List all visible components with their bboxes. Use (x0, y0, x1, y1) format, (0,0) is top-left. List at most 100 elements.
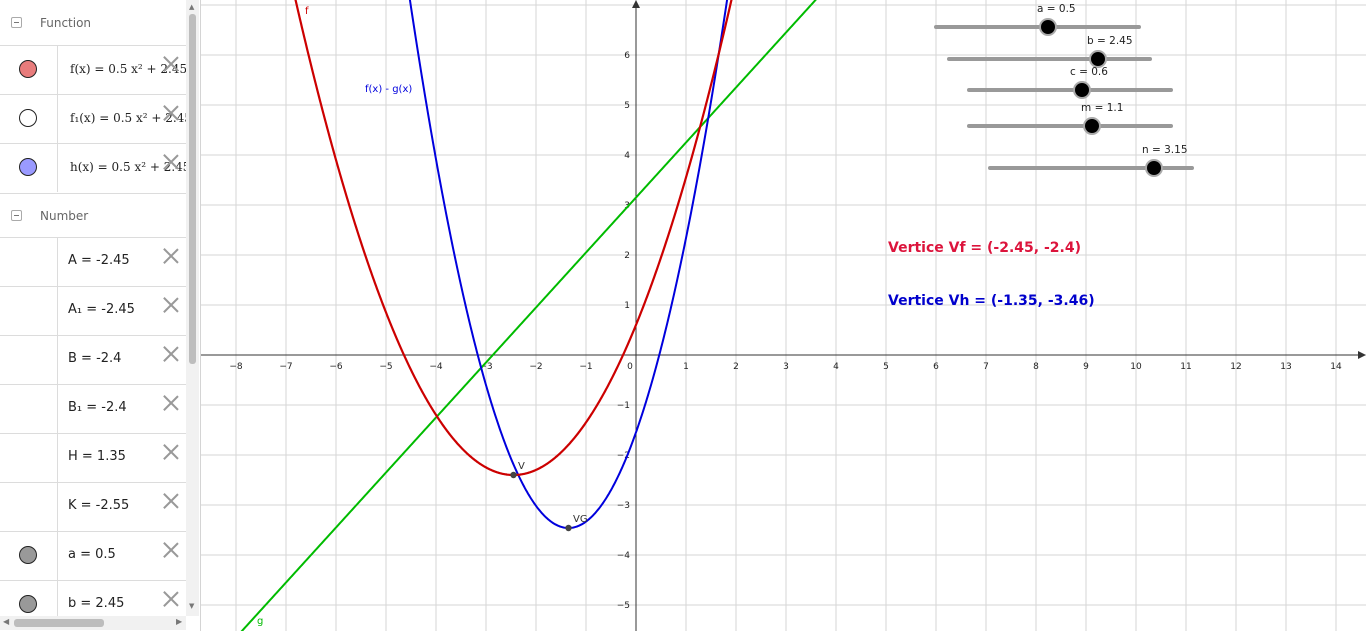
delete-icon[interactable] (162, 541, 180, 559)
delete-icon[interactable] (162, 104, 180, 122)
x-tick-labels: −8 −7 −6 −5 −4 −3 −2 −1 0 1 2 3 4 5 6 7 8 9 10 11 12 13 14 (229, 362, 1342, 372)
algebra-expression[interactable]: b = 2.45 (68, 596, 125, 611)
algebra-row-K[interactable]: K = -2.55 (0, 482, 186, 531)
slider-label-n: n = 3.15 (1142, 144, 1188, 156)
scroll-left-icon[interactable]: ◀ (3, 617, 10, 626)
x-tick-label: 0 (627, 362, 633, 372)
vertex-f-text[interactable]: Vertice Vf = (-2.45, -2.4) (888, 240, 1081, 256)
slider-handle[interactable] (1083, 117, 1101, 135)
algebra-row-B1[interactable]: B₁ = -2.4 (0, 384, 186, 433)
algebra-expression[interactable]: A₁ = -2.45 (68, 302, 135, 317)
curve-f[interactable] (292, 0, 735, 477)
algebra-row-b[interactable]: b = 2.45 (0, 580, 186, 616)
x-tick-label: −7 (279, 362, 292, 372)
group-header-function[interactable]: Function (0, 1, 186, 45)
scroll-down-icon[interactable]: ▼ (189, 602, 195, 610)
scrollbar-thumb[interactable] (189, 14, 196, 364)
slider-handle[interactable] (1073, 81, 1091, 99)
slider-handle[interactable] (1089, 50, 1107, 68)
algebra-row-f[interactable]: f(x) = 0.5 x² + 2.45 (0, 45, 186, 94)
slider-m[interactable]: m = 1.1 (967, 102, 1173, 135)
slider-label-b: b = 2.45 (1087, 35, 1133, 47)
axes (201, 0, 1366, 631)
y-tick-label: −1 (617, 401, 630, 411)
y-tick-label: 6 (624, 51, 630, 61)
slider-label-a: a = 0.5 (1037, 3, 1076, 15)
x-tick-label: 5 (883, 362, 889, 372)
x-tick-label: 7 (983, 362, 989, 372)
x-tick-label: 12 (1230, 362, 1241, 372)
slider-b[interactable]: b = 2.45 (947, 35, 1152, 68)
delete-icon[interactable] (162, 492, 180, 510)
algebra-expression[interactable]: h(x) = 0.5 x² + 2.45 (70, 160, 186, 174)
vertex-h-text[interactable]: Vertice Vh = (-1.35, -3.46) (888, 293, 1095, 309)
x-tick-label: 11 (1180, 362, 1191, 372)
x-tick-label: −2 (529, 362, 542, 372)
x-axis-arrow-icon (1358, 351, 1366, 359)
delete-icon[interactable] (162, 153, 180, 171)
slider-label-c: c = 0.6 (1070, 66, 1108, 78)
x-tick-label: −5 (379, 362, 392, 372)
graph-canvas[interactable]: −8 −7 −6 −5 −4 −3 −2 −1 0 1 2 3 4 5 6 7 8 9 10 11 12 13 14 123… (201, 0, 1366, 631)
curve-f-minus-g[interactable] (407, 0, 730, 529)
y-tick-label: −2 (617, 451, 630, 461)
algebra-row-A1[interactable]: A₁ = -2.45 (0, 286, 186, 335)
collapse-icon[interactable] (11, 210, 22, 221)
vertex-point-vg[interactable] (565, 524, 572, 532)
algebra-row-H[interactable]: H = 1.35 (0, 433, 186, 482)
vertex-label-vg: VG (573, 514, 588, 525)
visibility-toggle-icon[interactable] (19, 546, 37, 564)
algebra-expression[interactable]: B = -2.4 (68, 351, 122, 366)
algebra-row-h[interactable]: h(x) = 0.5 x² + 2.45 (0, 143, 186, 192)
group-label-function: Function (40, 16, 92, 30)
delete-icon[interactable] (162, 296, 180, 314)
algebra-expression[interactable]: H = 1.35 (68, 449, 126, 464)
vertex-point-v[interactable] (510, 471, 517, 479)
group-header-number[interactable]: Number (0, 193, 186, 237)
x-tick-label: −6 (329, 362, 343, 372)
line-g[interactable] (224, 0, 833, 631)
delete-icon[interactable] (162, 443, 180, 461)
scrollbar-thumb[interactable] (14, 619, 104, 627)
visibility-toggle-icon[interactable] (19, 60, 37, 78)
x-tick-label: −4 (429, 362, 443, 372)
label-f: f (305, 6, 309, 17)
scroll-right-icon[interactable]: ▶ (176, 617, 183, 626)
x-tick-label: 2 (733, 362, 739, 372)
algebra-row-f1[interactable]: f₁(x) = 0.5 x² + 2.45 (0, 94, 186, 143)
x-tick-label: −8 (229, 362, 243, 372)
x-tick-label: 6 (933, 362, 939, 372)
visibility-toggle-icon[interactable] (19, 109, 37, 127)
x-tick-label: 3 (783, 362, 789, 372)
x-tick-label: 4 (833, 362, 839, 372)
algebra-row-B[interactable]: B = -2.4 (0, 335, 186, 384)
algebra-expression[interactable]: a = 0.5 (68, 547, 116, 562)
algebra-row-a[interactable]: a = 0.5 (0, 531, 186, 580)
slider-c[interactable]: c = 0.6 (967, 66, 1173, 99)
algebra-expression[interactable]: A = -2.45 (68, 253, 130, 268)
slider-handle[interactable] (1039, 18, 1057, 36)
delete-icon[interactable] (162, 55, 180, 73)
algebra-expression[interactable]: K = -2.55 (68, 498, 130, 513)
algebra-expression[interactable]: f₁(x) = 0.5 x² + 2.45 (70, 111, 186, 125)
slider-handle[interactable] (1145, 159, 1163, 177)
algebra-expression[interactable]: B₁ = -2.4 (68, 400, 127, 415)
delete-icon[interactable] (162, 394, 180, 412)
scroll-up-icon[interactable]: ▲ (189, 3, 195, 11)
algebra-horizontal-scrollbar[interactable]: ◀ ▶ (0, 616, 186, 630)
algebra-row-A[interactable]: A = -2.45 (0, 237, 186, 286)
y-tick-label: 5 (624, 101, 630, 111)
algebra-vertical-scrollbar[interactable]: ▲ ▼ (186, 0, 199, 616)
x-tick-label: 1 (683, 362, 689, 372)
delete-icon[interactable] (162, 590, 180, 608)
collapse-icon[interactable] (11, 17, 22, 28)
slider-a[interactable]: a = 0.5 (934, 3, 1141, 36)
slider-n[interactable]: n = 3.15 (988, 144, 1194, 177)
visibility-toggle-icon[interactable] (19, 158, 37, 176)
visibility-toggle-icon[interactable] (19, 595, 37, 613)
algebra-expression[interactable]: f(x) = 0.5 x² + 2.45 (70, 62, 186, 76)
delete-icon[interactable] (162, 345, 180, 363)
delete-icon[interactable] (162, 247, 180, 265)
